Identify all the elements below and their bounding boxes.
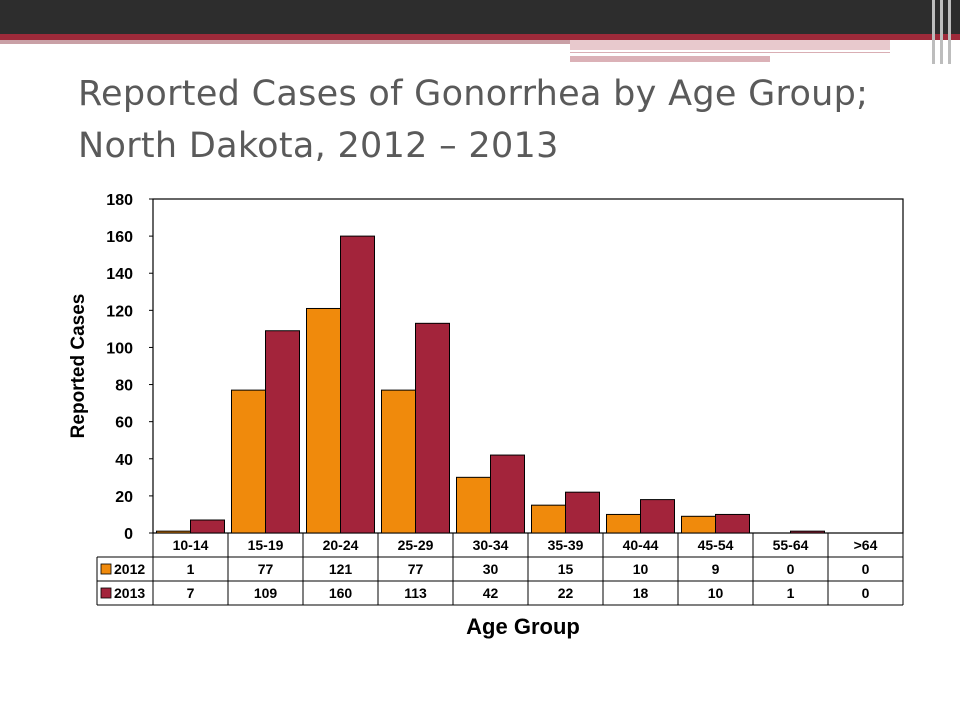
slide-title: Reported Cases of Gonorrhea by Age Group… bbox=[78, 68, 918, 172]
y-tick-label: 20 bbox=[115, 489, 133, 506]
bar-2013 bbox=[640, 499, 675, 534]
banner-vertical-line bbox=[940, 0, 943, 64]
banner-dark-bar bbox=[0, 0, 960, 34]
bar-2013 bbox=[715, 513, 750, 534]
bar-2013 bbox=[415, 322, 450, 534]
banner-pale-bar bbox=[570, 40, 890, 50]
data-value-2013: 10 bbox=[708, 585, 724, 601]
banner-red-bar bbox=[0, 34, 960, 40]
data-value-2013: 18 bbox=[633, 585, 649, 601]
data-value-2013: 109 bbox=[254, 585, 278, 601]
bar-2012 bbox=[306, 307, 341, 534]
banner-strip bbox=[570, 56, 770, 62]
banner-vertical-line bbox=[948, 0, 951, 64]
bar-2012 bbox=[456, 476, 491, 534]
y-tick-label: 0 bbox=[124, 526, 133, 543]
data-value-2012: 30 bbox=[483, 561, 499, 577]
x-axis-label: Age Group bbox=[466, 614, 580, 639]
x-category-label: 15-19 bbox=[248, 537, 284, 553]
data-value-2012: 77 bbox=[258, 561, 274, 577]
slide-title-line-2: North Dakota, 2012 – 2013 bbox=[78, 126, 559, 166]
bar-2013 bbox=[790, 530, 825, 534]
bar-2012 bbox=[231, 389, 266, 534]
x-category-label: 45-54 bbox=[698, 537, 734, 553]
legend-swatch-2013 bbox=[100, 587, 112, 599]
x-category-label: >64 bbox=[854, 537, 878, 553]
y-tick-label: 100 bbox=[106, 340, 133, 357]
bar-2012 bbox=[606, 513, 641, 534]
x-category-label: 25-29 bbox=[398, 537, 434, 553]
y-tick-label: 160 bbox=[106, 229, 133, 246]
y-tick-label: 180 bbox=[106, 192, 133, 209]
banner-line bbox=[570, 52, 890, 55]
bar-2012 bbox=[531, 504, 566, 534]
x-category-label: 30-34 bbox=[473, 537, 509, 553]
data-value-2012: 9 bbox=[712, 561, 720, 577]
data-value-2013: 0 bbox=[862, 585, 870, 601]
bar-2012 bbox=[681, 515, 716, 534]
data-value-2013: 7 bbox=[187, 585, 195, 601]
bar-2013 bbox=[565, 491, 600, 534]
banner-accent-bar bbox=[0, 40, 570, 44]
y-tick-label: 60 bbox=[115, 415, 133, 432]
data-value-2013: 22 bbox=[558, 585, 574, 601]
y-axis-label: Reported Cases bbox=[68, 294, 89, 439]
data-value-2012: 15 bbox=[558, 561, 574, 577]
banner-vertical-line bbox=[932, 0, 935, 64]
data-value-2013: 42 bbox=[483, 585, 499, 601]
x-category-label: 10-14 bbox=[173, 537, 209, 553]
data-value-2012: 0 bbox=[862, 561, 870, 577]
bar-2013 bbox=[340, 235, 375, 534]
bar-2012 bbox=[381, 389, 416, 534]
data-value-2012: 10 bbox=[633, 561, 649, 577]
data-value-2012: 77 bbox=[408, 561, 424, 577]
x-category-label: 20-24 bbox=[323, 537, 359, 553]
data-value-2013: 113 bbox=[404, 585, 427, 601]
data-value-2013: 160 bbox=[329, 585, 353, 601]
bar-2013 bbox=[190, 519, 225, 534]
y-tick-label: 120 bbox=[106, 303, 133, 320]
data-value-2012: 1 bbox=[187, 561, 195, 577]
bar-2013 bbox=[265, 330, 300, 534]
slide-title-line-1: Reported Cases of Gonorrhea by Age Group… bbox=[78, 74, 869, 114]
data-value-2012: 0 bbox=[787, 561, 795, 577]
y-tick-label: 80 bbox=[115, 378, 133, 395]
x-category-label: 40-44 bbox=[623, 537, 659, 553]
legend-label-2012: 2012 bbox=[114, 561, 145, 577]
bar-2013 bbox=[490, 454, 525, 534]
y-tick-label: 140 bbox=[106, 266, 133, 283]
data-value-2012: 121 bbox=[329, 561, 353, 577]
data-value-2013: 1 bbox=[787, 585, 795, 601]
legend-swatch-2012 bbox=[100, 563, 112, 575]
y-tick-label: 40 bbox=[115, 452, 133, 469]
bar-2012 bbox=[156, 530, 191, 534]
x-category-label: 35-39 bbox=[548, 537, 584, 553]
x-category-label: 55-64 bbox=[773, 537, 809, 553]
legend-label-2013: 2013 bbox=[114, 585, 145, 601]
